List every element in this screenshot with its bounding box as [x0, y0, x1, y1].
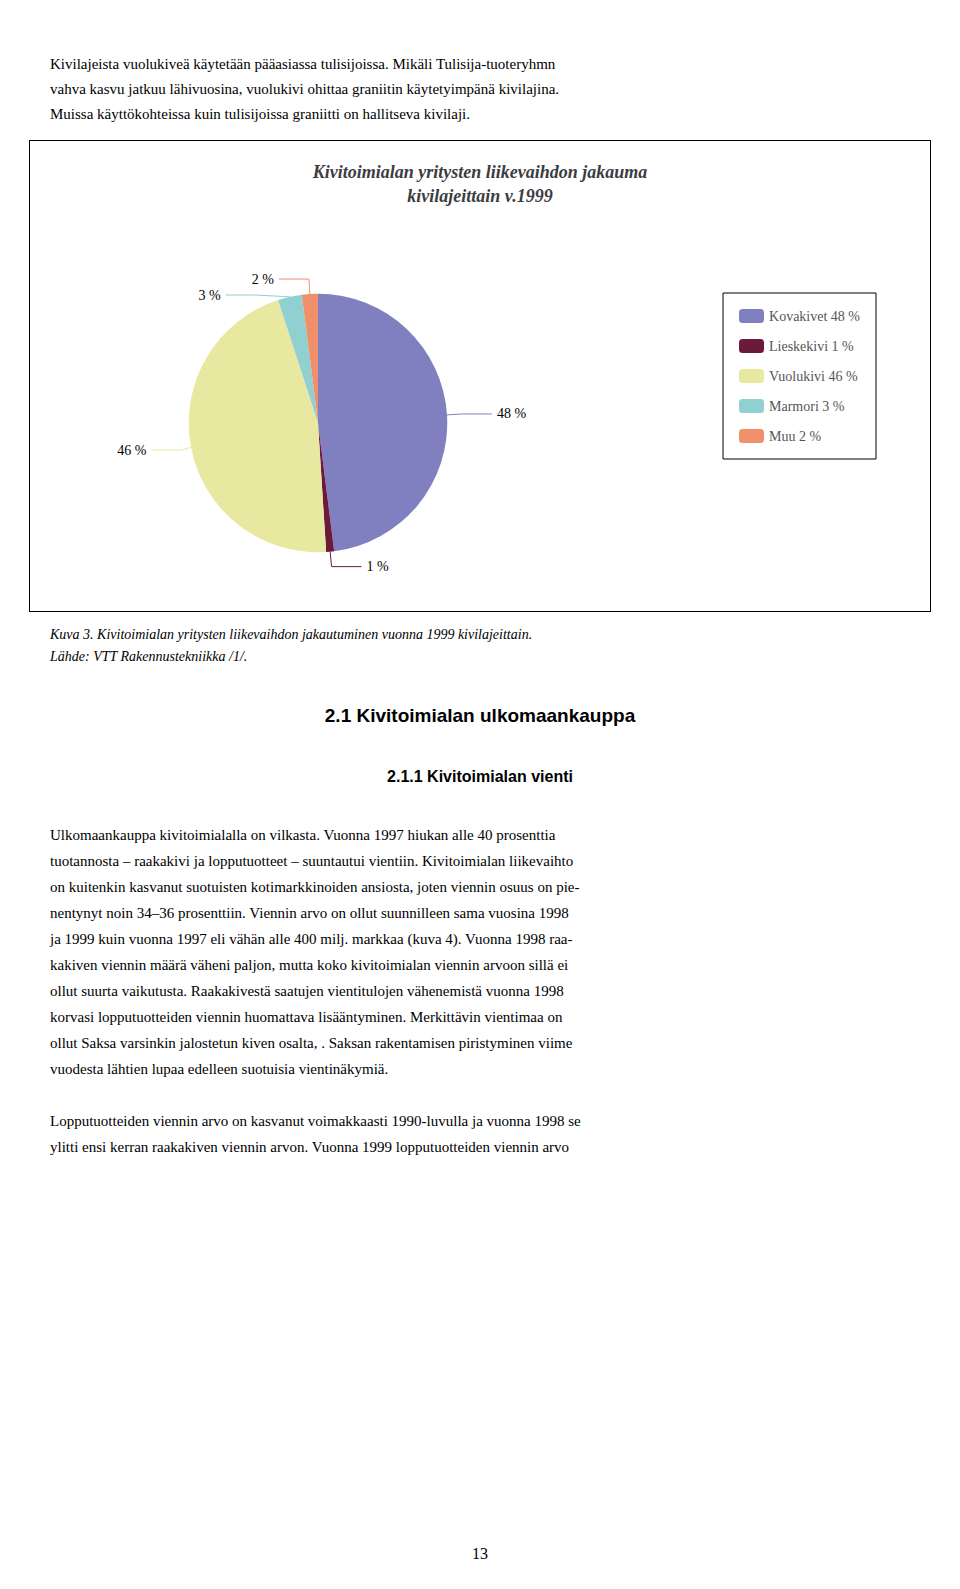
svg-text:Kivitoimialan yritysten liikev: Kivitoimialan yritysten liikevaihdon jak… — [312, 162, 648, 182]
html-text:13: 13 — [472, 1545, 488, 1562]
svg-text:46 %: 46 % — [117, 443, 147, 458]
svg-text:Lieskekivi 1 %: Lieskekivi 1 % — [769, 339, 854, 354]
svg-text:Kovakivet 48 %: Kovakivet 48 % — [769, 309, 860, 324]
svg-text:kivilajeittain v.1999: kivilajeittain v.1999 — [407, 186, 552, 206]
html-text:vahva kasvu jatkuu lähivuosina: vahva kasvu jatkuu lähivuosina, vuolukiv… — [50, 81, 560, 97]
html-text:Muissa käyttökohteissa kuin tu: Muissa käyttökohteissa kuin tulisijoissa… — [50, 106, 470, 122]
svg-text:1 %: 1 % — [367, 559, 390, 574]
html-text:Lähde: VTT Rakennustekniikka /: Lähde: VTT Rakennustekniikka /1/. — [50, 649, 248, 664]
html-text:korvasi lopputuotteiden vienni: korvasi lopputuotteiden viennin huomatta… — [50, 1009, 563, 1025]
svg-text:Vuolukivi 46 %: Vuolukivi 46 % — [769, 369, 858, 384]
html-text:2.1 Kivitoimialan ulkomaankaup: 2.1 Kivitoimialan ulkomaankauppa — [324, 705, 636, 726]
svg-text:Marmori 3 %: Marmori 3 % — [769, 399, 845, 414]
html-text:ja 1999 kuin vuonna 1997 eli v: ja 1999 kuin vuonna 1997 eli vähän alle … — [50, 931, 573, 947]
html-text:Kuva 3. Kivitoimialan yrityste: Kuva 3. Kivitoimialan yritysten liikevai… — [50, 627, 533, 642]
html-text:ollut Saksa varsinkin jalostet: ollut Saksa varsinkin jalostetun kiven o… — [50, 1035, 573, 1051]
html-text:Kivilajeista vuolukiveä käytet: Kivilajeista vuolukiveä käytetään pääasi… — [50, 56, 556, 72]
html-text:vuodesta lähtien lupaa edellee: vuodesta lähtien lupaa edelleen suotuisi… — [50, 1061, 389, 1077]
svg-text:Muu 2 %: Muu 2 % — [769, 429, 821, 444]
html-text:on kuitenkin kasvanut suotuist: on kuitenkin kasvanut suotuisten kotimar… — [50, 879, 580, 895]
html-text:Lopputuotteiden viennin arvo o: Lopputuotteiden viennin arvo on kasvanut… — [50, 1113, 581, 1129]
svg-text:2 %: 2 % — [252, 272, 275, 287]
html-text:2.1.1 Kivitoimialan vienti: 2.1.1 Kivitoimialan vienti — [387, 768, 573, 785]
html-text:nentynyt noin 34–36 prosenttii: nentynyt noin 34–36 prosenttiin. Viennin… — [50, 905, 569, 921]
html-text:kakiven viennin määrä väheni p: kakiven viennin määrä väheni paljon, mut… — [50, 957, 569, 973]
svg-text:3 %: 3 % — [199, 288, 222, 303]
svg-text:48 %: 48 % — [497, 406, 527, 421]
html-text:ollut suurta vaikutusta. Raaka: ollut suurta vaikutusta. Raakakivestä sa… — [50, 983, 564, 999]
html-text:Ulkomaankauppa kivitoimialalla: Ulkomaankauppa kivitoimialalla on vilkas… — [50, 827, 556, 843]
html-text:tuotannosta – raakakivi ja lop: tuotannosta – raakakivi ja lopputuotteet… — [50, 853, 574, 869]
html-text:ylitti ensi kerran raakakiven: ylitti ensi kerran raakakiven viennin ar… — [50, 1139, 570, 1155]
